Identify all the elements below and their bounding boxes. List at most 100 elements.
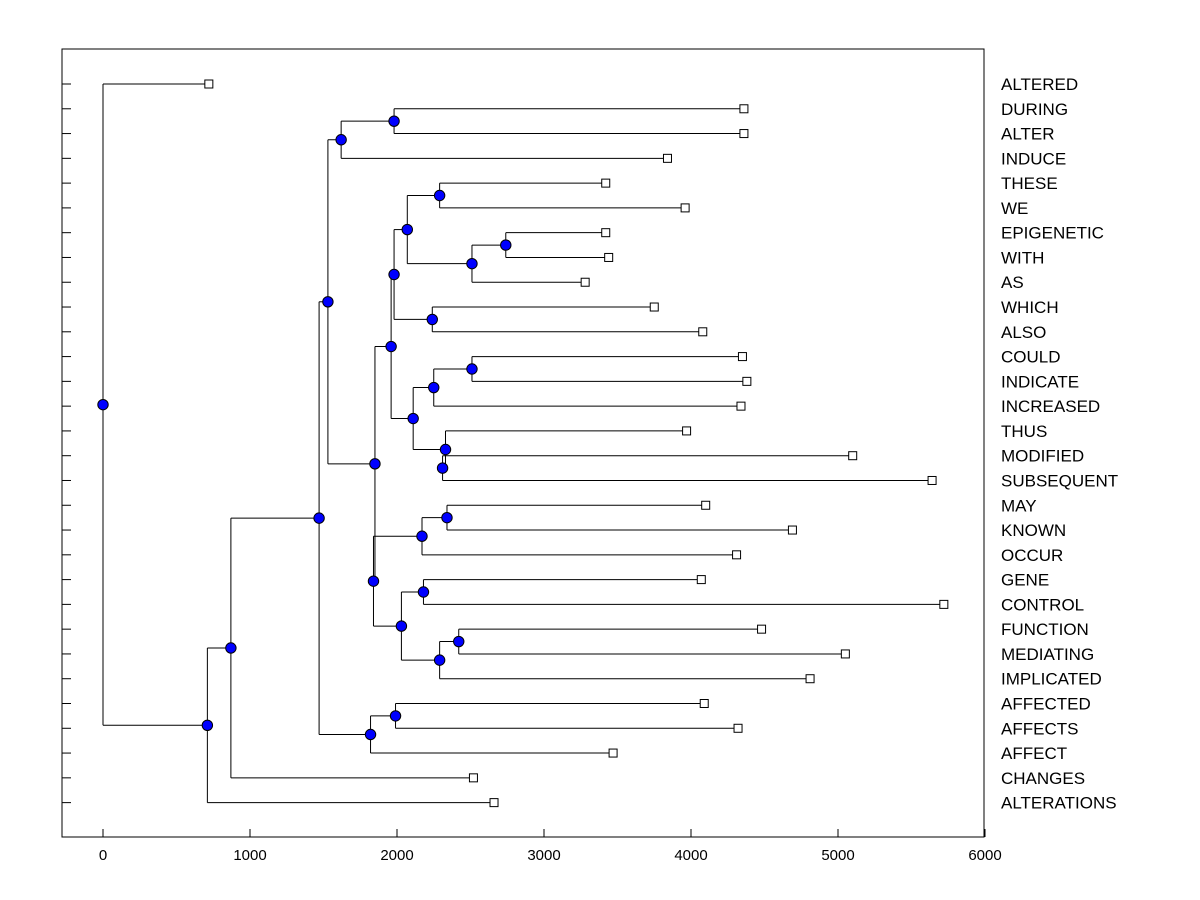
node-marker-n_modified_subsequent — [436, 462, 449, 474]
leaf-marker-modified — [848, 451, 858, 461]
leaf-label-gene: GENE — [1001, 571, 1049, 590]
leaf-marker-gene — [696, 575, 706, 585]
leaf-marker-affected — [699, 699, 709, 708]
node-marker-n_gene_control — [417, 586, 430, 598]
node-marker-n_epi_with — [500, 239, 512, 251]
leaf-marker-during — [739, 104, 749, 114]
leaf-marker-subsequent — [927, 475, 937, 485]
leaf-marker-alter — [739, 129, 749, 139]
leaf-label-induce: INDUCE — [1001, 149, 1066, 168]
node-marker-n_these_as — [401, 223, 413, 236]
node-marker-n_these_implicated — [369, 458, 381, 470]
x-tick-label: 3000 — [527, 847, 560, 864]
leaf-label-epigenetic: EPIGENETIC — [1001, 224, 1104, 243]
leaf-marker-increased — [736, 401, 746, 411]
node-marker-n_these_also — [388, 268, 400, 281]
x-tick-label: 0 — [99, 847, 107, 864]
leaf-marker-alterations — [489, 798, 499, 808]
leaf-label-may: MAY — [1001, 496, 1037, 515]
leaf-label-mediating: MEDIATING — [1001, 645, 1094, 664]
leaf-label-known: KNOWN — [1001, 521, 1066, 540]
dendrogram-links — [102, 83, 944, 804]
node-marker-n_during_affect — [313, 512, 325, 524]
leaf-marker-changes — [468, 773, 478, 783]
leaf-marker-could — [737, 352, 747, 362]
leaf-label-these: THESE — [1001, 174, 1058, 193]
leaf-marker-occur — [732, 550, 742, 560]
node-marker-n_epi_as — [466, 257, 478, 270]
leaf-label-affect: AFFECT — [1001, 744, 1067, 763]
plot-frame — [61, 48, 985, 838]
node-marker-n_during_alter — [388, 115, 400, 127]
node-marker-n_thus_subsequent — [439, 443, 452, 456]
leaf-label-altered: ALTERED — [1001, 75, 1078, 94]
leaf-label-alter: ALTER — [1001, 125, 1055, 144]
leaf-label-indicate: INDICATE — [1001, 372, 1079, 391]
node-marker-n_may_known — [441, 511, 453, 524]
x-tick-label: 1000 — [233, 847, 266, 864]
node-marker-n_during_alterations — [201, 719, 214, 732]
leaf-label-function: FUNCTION — [1001, 620, 1089, 639]
leaf-labels: ALTERED DURING ALTER INDUCE THESE WE EPIGENETI… — [1001, 75, 1118, 813]
node-marker-n_gene_implicated — [395, 620, 408, 632]
node-marker-n_during_changes — [225, 642, 237, 654]
node-marker-root — [97, 398, 109, 411]
leaf-marker-known — [787, 525, 797, 535]
leaf-marker-induce — [662, 153, 672, 163]
leaf-marker-control — [939, 599, 949, 609]
node-marker-n_function_mediating — [453, 635, 465, 648]
leaf-label-which: WHICH — [1001, 298, 1059, 317]
leaf-label-affected: AFFECTED — [1001, 695, 1091, 714]
leaf-marker-function — [757, 624, 767, 634]
node-marker-n_top3 — [335, 134, 347, 146]
leaf-label-changes: CHANGES — [1001, 769, 1085, 788]
leaf-marker-also — [698, 327, 708, 337]
leaf-label-subsequent: SUBSEQUENT — [1001, 471, 1118, 490]
leaf-label-occur: OCCUR — [1001, 546, 1063, 565]
node-markers — [97, 79, 949, 808]
node-marker-n_could_increased — [428, 381, 440, 394]
node-marker-n_these_subsequent — [385, 340, 397, 353]
node-marker-n_affected_affect — [364, 728, 377, 741]
leaf-marker-affect — [608, 748, 618, 758]
node-marker-n_these_we — [433, 189, 446, 202]
leaf-marker-mediating — [840, 649, 850, 659]
leaf-marker-affects — [733, 723, 743, 733]
node-marker-n_could_subsequent — [407, 412, 419, 425]
leaf-label-affects: AFFECTS — [1001, 719, 1078, 738]
leaf-label-could: COULD — [1001, 348, 1061, 367]
leaf-marker-with — [604, 252, 614, 262]
node-marker-n_could_indicate — [466, 363, 478, 375]
node-marker-n_function_implicated — [433, 654, 446, 666]
leaf-marker-thus — [682, 426, 692, 436]
leaf-marker-implicated — [805, 674, 815, 684]
leaf-label-during: DURING — [1001, 100, 1068, 119]
leaf-label-control: CONTROL — [1001, 595, 1084, 614]
x-axis: 0 1000 2000 3000 4000 5000 6000 — [99, 829, 1002, 864]
node-marker-n_may_implicated — [367, 575, 380, 587]
leaf-label-as: AS — [1001, 273, 1024, 292]
leaf-label-implicated: IMPLICATED — [1001, 670, 1102, 689]
leaf-label-thus: THUS — [1001, 422, 1047, 441]
x-tick-label: 6000 — [968, 847, 1001, 864]
leaf-marker-these — [601, 178, 611, 188]
leaf-marker-as — [580, 277, 590, 287]
node-marker-n_affected_affects — [389, 710, 402, 722]
leaf-label-alterations: ALTERATIONS — [1001, 794, 1117, 813]
leaf-label-increased: INCREASED — [1001, 397, 1100, 416]
leaf-label-also: ALSO — [1001, 323, 1046, 342]
leaf-label-we: WE — [1001, 199, 1028, 218]
leaf-marker-epigenetic — [601, 228, 611, 238]
leaf-marker-may — [701, 500, 711, 510]
node-marker-n_during_implicated — [322, 296, 334, 308]
leaf-ticks — [62, 83, 71, 804]
leaf-marker-altered — [204, 79, 214, 89]
x-tick-label: 4000 — [674, 847, 707, 864]
node-marker-n_which_also — [426, 313, 438, 326]
x-tick-label: 5000 — [821, 847, 854, 864]
leaf-marker-indicate — [742, 376, 752, 386]
leaf-marker-we — [680, 203, 690, 213]
node-marker-n_may_occur — [416, 530, 428, 542]
leaf-label-with: WITH — [1001, 248, 1044, 267]
